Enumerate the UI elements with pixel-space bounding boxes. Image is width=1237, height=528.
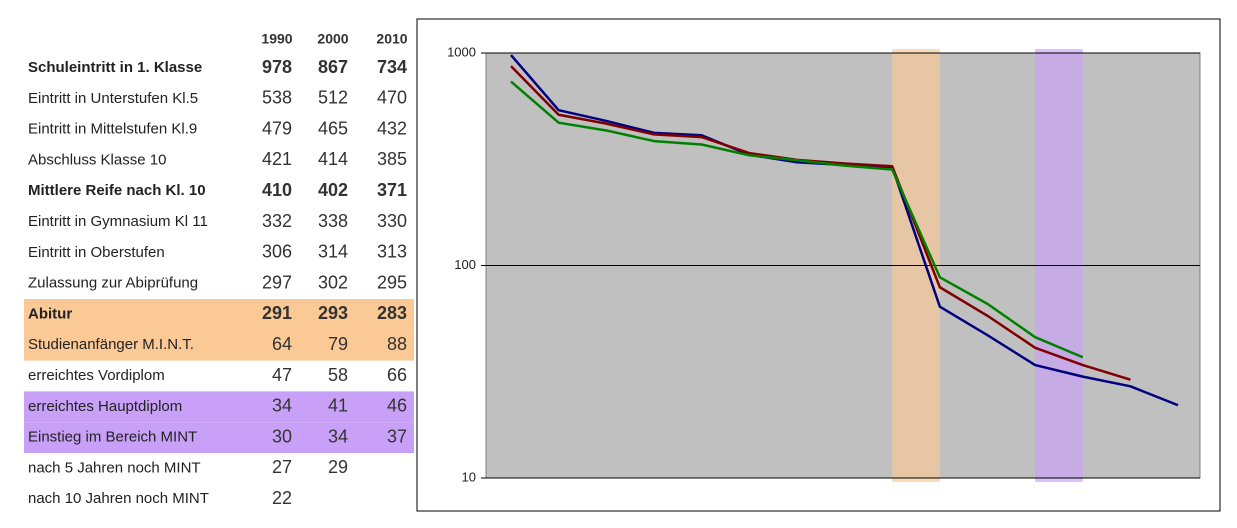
y-tick-label: 100 xyxy=(454,257,476,272)
cell-value: 29 xyxy=(328,457,348,477)
row-label: erreichtes Vordiplom xyxy=(28,367,165,384)
row-label: Abschluss Klasse 10 xyxy=(28,151,166,168)
cell-value: 465 xyxy=(318,118,348,138)
series-line xyxy=(510,80,1084,359)
cell-value: 37 xyxy=(387,426,407,446)
cell-value: 46 xyxy=(387,396,407,416)
cell-value: 22 xyxy=(272,488,292,508)
row-label: Zulassung zur Abiprüfung xyxy=(28,275,198,292)
row-label: Eintritt in Oberstufen xyxy=(28,244,165,261)
cell-value: 34 xyxy=(328,426,348,446)
column-header: 1990 xyxy=(261,31,292,47)
cell-value: 58 xyxy=(328,365,348,385)
cell-value: 64 xyxy=(272,334,292,354)
cell-value: 302 xyxy=(318,272,348,292)
data-table: 1990 2000 2010 Schuleintritt in 1. Klasse 97… xyxy=(24,31,414,508)
y-tick-label: 1000 xyxy=(447,44,476,59)
column-header: 2010 xyxy=(376,31,407,47)
row-label: nach 5 Jahren noch MINT xyxy=(28,459,201,476)
cell-value: 479 xyxy=(262,118,292,138)
cell-value: 79 xyxy=(328,334,348,354)
cell-value: 293 xyxy=(318,303,348,323)
cell-value: 291 xyxy=(262,303,292,323)
cell-value: 27 xyxy=(272,457,292,477)
cell-value: 41 xyxy=(328,396,348,416)
cell-value: 297 xyxy=(262,272,292,292)
cell-value: 470 xyxy=(377,88,407,108)
cell-value: 371 xyxy=(377,180,407,200)
cell-value: 34 xyxy=(272,396,292,416)
cell-value: 538 xyxy=(262,88,292,108)
cell-value: 330 xyxy=(377,211,407,231)
row-highlight xyxy=(24,422,414,453)
cell-value: 283 xyxy=(377,303,407,323)
cell-value: 432 xyxy=(377,118,407,138)
cell-value: 314 xyxy=(318,242,348,262)
cell-value: 313 xyxy=(377,242,407,262)
row-label: Schuleintritt in 1. Klasse xyxy=(28,59,202,76)
cell-value: 385 xyxy=(377,149,407,169)
row-label: Abitur xyxy=(28,305,72,322)
y-tick-label: 10 xyxy=(462,469,476,484)
row-highlight xyxy=(24,299,414,330)
cell-value: 410 xyxy=(262,180,292,200)
cell-value: 306 xyxy=(262,242,292,262)
cell-value: 978 xyxy=(262,57,292,77)
cell-value: 414 xyxy=(318,149,348,169)
cell-value: 30 xyxy=(272,426,292,446)
cell-value: 66 xyxy=(387,365,407,385)
cell-value: 421 xyxy=(262,149,292,169)
row-label: erreichtes Hauptdiplom xyxy=(28,398,182,415)
row-label: Eintritt in Unterstufen Kl.5 xyxy=(28,90,198,107)
cell-value: 402 xyxy=(318,180,348,200)
chart: 10 100 1000 xyxy=(447,44,1201,484)
row-highlight xyxy=(24,391,414,423)
cell-value: 338 xyxy=(318,211,348,231)
cell-value: 88 xyxy=(387,334,407,354)
row-label: Einstieg im Bereich MINT xyxy=(28,429,197,446)
cell-value: 867 xyxy=(318,57,348,77)
row-label: nach 10 Jahren noch MINT xyxy=(28,490,209,507)
row-label: Studienanfänger M.I.N.T. xyxy=(28,336,194,353)
cell-value: 295 xyxy=(377,272,407,292)
cell-value: 512 xyxy=(318,88,348,108)
row-label: Mittlere Reife nach Kl. 10 xyxy=(28,182,206,199)
column-header: 2000 xyxy=(317,31,348,47)
cell-value: 47 xyxy=(272,365,292,385)
row-highlight xyxy=(24,329,414,361)
row-label: Eintritt in Mittelstufen Kl.9 xyxy=(28,121,197,138)
row-label: Eintritt in Gymnasium Kl 11 xyxy=(28,213,208,230)
cell-value: 332 xyxy=(262,211,292,231)
cell-value: 734 xyxy=(377,57,407,77)
